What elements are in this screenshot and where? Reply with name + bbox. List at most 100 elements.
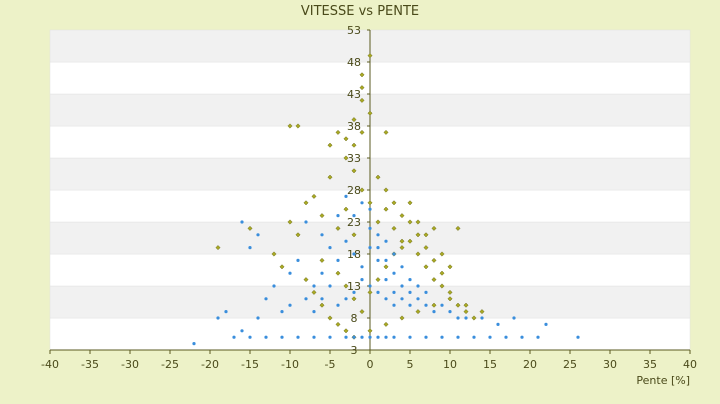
data-point (335, 129, 341, 135)
data-point (447, 289, 453, 295)
data-point (504, 335, 508, 339)
data-point (359, 309, 365, 315)
data-point (344, 297, 348, 301)
data-point (415, 309, 421, 315)
data-point (328, 335, 332, 339)
data-point (376, 246, 380, 250)
data-point (424, 303, 428, 307)
data-point (399, 238, 405, 244)
data-point (576, 335, 580, 339)
data-point (440, 303, 444, 307)
data-point (320, 297, 324, 301)
data-point (471, 315, 477, 321)
data-point (280, 335, 284, 339)
x-tick-label: 25 (563, 358, 577, 371)
data-point (368, 226, 372, 230)
data-point (440, 335, 444, 339)
data-point (224, 310, 228, 314)
chart-title: VITESSE vs PENTE (301, 4, 419, 19)
data-point (400, 265, 404, 269)
x-tick-label: -20 (201, 358, 219, 371)
data-point (479, 309, 485, 315)
x-tick-label: 35 (643, 358, 657, 371)
data-point (383, 321, 389, 327)
data-point (319, 213, 325, 219)
data-point (336, 303, 340, 307)
data-point (360, 335, 364, 339)
y-tick-label: 48 (347, 56, 361, 69)
data-point (391, 200, 397, 206)
data-point (424, 290, 428, 294)
data-point (280, 310, 284, 314)
data-point (336, 214, 340, 218)
y-tick-label: 3 (351, 344, 358, 357)
data-point (279, 264, 285, 270)
data-point (327, 315, 333, 321)
data-point (448, 310, 452, 314)
y-tick-label: 33 (347, 152, 361, 165)
x-tick-label: -15 (241, 358, 259, 371)
data-point (456, 335, 460, 339)
data-point (304, 297, 308, 301)
data-point (288, 303, 292, 307)
data-point (367, 53, 373, 59)
y-tick-labels: 38131823283338434853 (347, 24, 370, 357)
data-point (400, 297, 404, 301)
data-point (335, 270, 341, 276)
data-point (359, 187, 365, 193)
data-point (416, 284, 420, 288)
data-point (360, 201, 364, 205)
data-point (496, 322, 500, 326)
data-point (392, 252, 396, 256)
data-point (520, 335, 524, 339)
data-point (431, 277, 437, 283)
data-point (455, 225, 461, 231)
y-tick-label: 53 (347, 24, 361, 37)
data-point (287, 219, 293, 225)
data-point (368, 284, 372, 288)
data-point (407, 200, 413, 206)
data-point (376, 233, 380, 237)
data-point (320, 271, 324, 275)
data-point (256, 233, 260, 237)
data-point (375, 174, 381, 180)
data-point (351, 142, 357, 148)
data-point (368, 335, 372, 339)
data-point (328, 246, 332, 250)
data-point (272, 284, 276, 288)
data-point (215, 245, 221, 251)
data-point (240, 220, 244, 224)
data-point (351, 232, 357, 238)
data-point (344, 194, 348, 198)
x-tick-label: -10 (281, 358, 299, 371)
data-point (367, 200, 373, 206)
data-point (383, 206, 389, 212)
data-point (304, 220, 308, 224)
data-point (407, 238, 413, 244)
y-tick-label: 38 (347, 120, 361, 133)
data-point (256, 316, 260, 320)
data-point (423, 232, 429, 238)
data-point (336, 258, 340, 262)
x-tick-label: 40 (683, 358, 697, 371)
data-point (312, 284, 316, 288)
data-point (439, 270, 445, 276)
data-point (303, 277, 309, 283)
data-point (480, 316, 484, 320)
data-points (192, 53, 580, 346)
data-point (383, 264, 389, 270)
data-point (399, 245, 405, 251)
data-point (384, 335, 388, 339)
x-tick-label: 10 (443, 358, 457, 371)
data-point (431, 257, 437, 263)
y-tick-label: 23 (347, 216, 361, 229)
data-point (311, 193, 317, 199)
data-point (431, 302, 437, 308)
data-point (536, 335, 540, 339)
data-point (343, 155, 349, 161)
x-tick-label: -5 (325, 358, 336, 371)
data-point (408, 290, 412, 294)
data-point (319, 302, 325, 308)
data-point (368, 246, 372, 250)
